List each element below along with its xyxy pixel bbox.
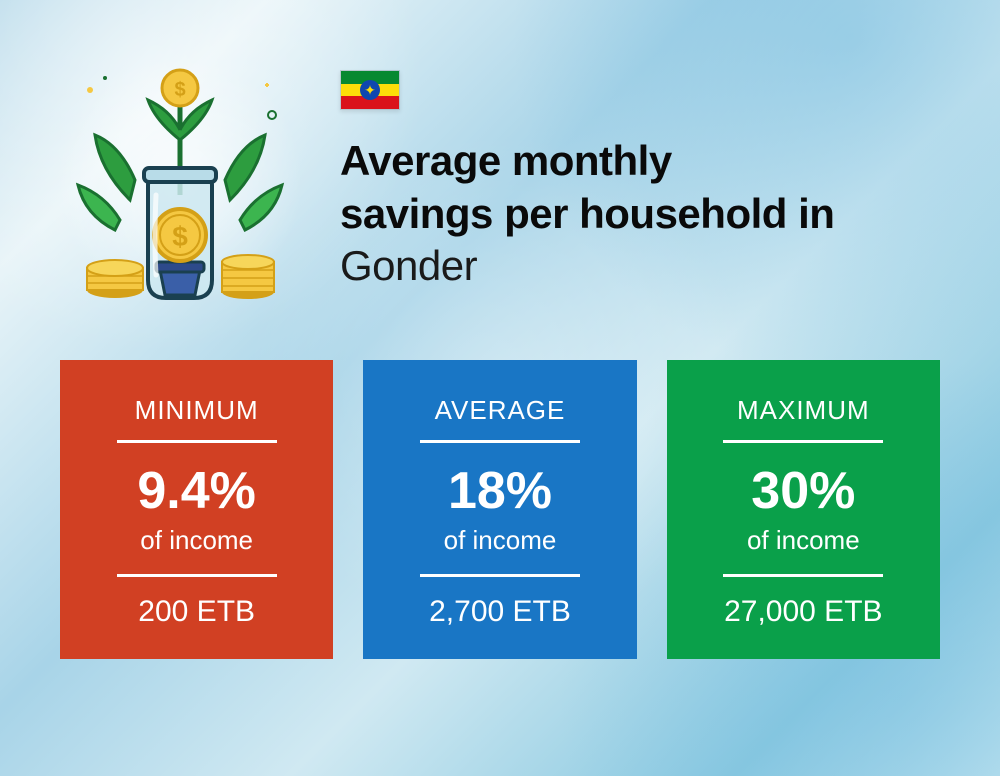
svg-text:$: $: [172, 221, 188, 252]
stat-cards: MINIMUM 9.4% of income 200 ETB AVERAGE 1…: [60, 360, 940, 659]
savings-jar-icon: $: [60, 50, 300, 310]
card-percent: 18%: [448, 461, 552, 521]
card-amount: 2,700 ETB: [429, 595, 571, 629]
title-line1: Average monthly: [340, 137, 672, 184]
card-label: MAXIMUM: [737, 395, 870, 426]
title-line2: savings per household in: [340, 190, 834, 237]
card-divider: [420, 574, 580, 577]
page-title: Average monthly savings per household in…: [340, 135, 834, 293]
card-sublabel: of income: [444, 525, 557, 556]
card-sublabel: of income: [747, 525, 860, 556]
title-block: ✦ Average monthly savings per household …: [340, 50, 834, 293]
flag-emblem: ✦: [360, 80, 380, 100]
card-divider: [117, 574, 277, 577]
card-label: MINIMUM: [135, 395, 259, 426]
card-maximum: MAXIMUM 30% of income 27,000 ETB: [667, 360, 940, 659]
card-percent: 9.4%: [137, 461, 256, 521]
card-minimum: MINIMUM 9.4% of income 200 ETB: [60, 360, 333, 659]
card-amount: 27,000 ETB: [724, 595, 882, 629]
card-divider: [723, 574, 883, 577]
card-divider: [723, 440, 883, 443]
ethiopia-flag-icon: ✦: [340, 70, 400, 110]
savings-illustration: $: [60, 50, 300, 310]
title-location: Gonder: [340, 242, 477, 289]
header: $: [60, 50, 940, 310]
card-divider: [117, 440, 277, 443]
card-amount: 200 ETB: [138, 595, 255, 629]
card-average: AVERAGE 18% of income 2,700 ETB: [363, 360, 636, 659]
svg-text:$: $: [174, 79, 185, 101]
card-label: AVERAGE: [435, 395, 566, 426]
card-sublabel: of income: [140, 525, 253, 556]
infographic-container: $: [0, 0, 1000, 776]
card-divider: [420, 440, 580, 443]
card-percent: 30%: [751, 461, 855, 521]
